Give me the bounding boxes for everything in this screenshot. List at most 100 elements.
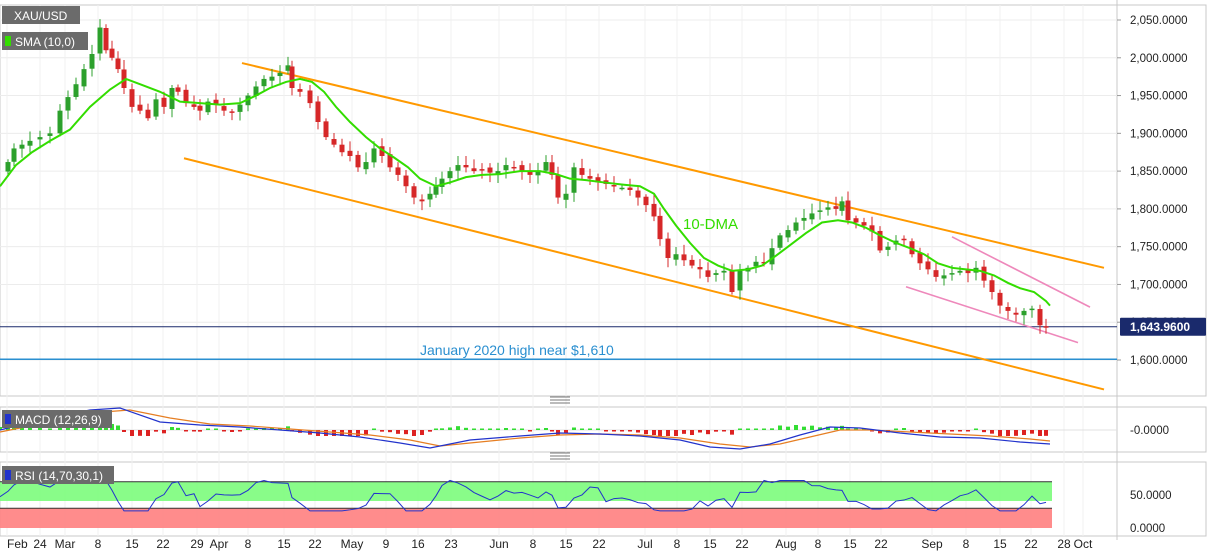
macd-bar [926,430,930,434]
candle-down [705,270,711,277]
last-price-label: 1,643.9600 [1130,320,1190,334]
candle-down [487,167,493,173]
macd-bar [942,430,946,433]
candle-down [981,266,987,281]
macd-bar [658,430,662,436]
macd-bar [794,425,798,430]
candle-down [109,48,115,58]
sma-line [0,77,1051,307]
candle-up [885,246,891,250]
x-tick-label: 8 [815,537,822,551]
candle-up [825,207,831,210]
macd-bar [826,426,830,430]
macd-bar [496,428,500,430]
macd-bar [738,428,742,430]
candle-up [713,273,719,275]
x-tick-label: 22 [592,537,606,551]
candle-up [205,101,211,113]
x-tick-label: 8 [245,537,252,551]
macd-bar [636,430,640,433]
macd-bar [206,428,210,430]
candle-down [213,99,219,105]
macd-bar [802,426,806,430]
y-tick-label: 2,050.0000 [1130,15,1188,27]
candle-down [651,203,657,217]
candle-down [411,186,417,198]
x-tick-label: Oct [1074,537,1093,551]
x-tick-label: 8 [530,537,537,551]
candle-down [965,269,971,274]
macd-bar [412,430,416,436]
macd-bar [332,430,336,436]
macd-bar [356,430,360,436]
candle-down [297,89,303,92]
macd-bar [722,430,726,432]
candle-down [331,139,337,145]
macd-bar [184,430,188,432]
candle-down [901,238,907,241]
macd-bar [176,427,180,430]
macd-bar [286,426,290,430]
candle-down [665,238,671,258]
candle-down [1043,326,1049,328]
macd-bar [230,430,234,432]
candle-up [37,137,43,140]
rsi-tick-label: 50.0000 [1130,490,1172,502]
rsi-legend-swatch [5,470,11,480]
candle-down [137,104,143,111]
candle-down [229,111,235,113]
candle-up [753,261,759,267]
support-annotation: January 2020 high near $1,610 [420,342,614,358]
y-tick-label: 2,000.0000 [1130,53,1188,65]
macd-bar [834,427,838,430]
macd-bar [894,428,898,430]
candle-down [129,89,135,107]
macd-bar [1022,430,1026,435]
candle-up [563,193,569,200]
rsi-legend-bg [2,466,114,484]
drag-handle-icon[interactable] [550,396,570,404]
x-tick-label: 15 [125,537,139,551]
x-tick-label: Jun [489,537,508,551]
candle-up [447,171,453,179]
drag-handle-icon[interactable] [550,452,570,460]
rsi-overbought-zone [0,481,1052,501]
candle-up [503,165,509,171]
x-tick-label: 28 [1057,537,1071,551]
candle-up [839,201,845,211]
trend-line-upper [241,62,1105,269]
macd-bar [982,430,986,433]
macd-bar [472,428,476,430]
candle-down [307,90,313,104]
macd-bar [1044,430,1048,436]
candle-up [269,76,275,81]
macd-bar [464,427,468,430]
candle-up [957,270,963,273]
candle-down [161,97,167,107]
x-tick-label: Sep [921,537,943,551]
macd-bar [0,427,2,430]
macd-bar [380,430,384,432]
rsi-oversold-zone [0,508,1052,528]
macd-bar [544,428,548,430]
x-tick-label: 15 [559,537,573,551]
x-tick-label: 24 [33,537,47,551]
candle-up [817,210,823,212]
macd-bar [778,425,782,430]
macd-bar [528,430,532,432]
candle-down [853,218,859,223]
candle-up [285,65,291,71]
candle-up [261,78,267,87]
macd-bar [146,430,150,436]
candle-up [769,248,775,265]
macd-bar [878,430,882,434]
candle-up [57,110,63,134]
x-tick-label: May [341,537,364,551]
x-tick-label: 15 [703,537,717,551]
macd-bar [698,430,702,433]
candle-down [579,168,585,175]
macd-bar [998,430,1002,436]
x-tick-label: 22 [1024,537,1038,551]
macd-bar [596,428,600,430]
macd-bar [754,428,758,430]
